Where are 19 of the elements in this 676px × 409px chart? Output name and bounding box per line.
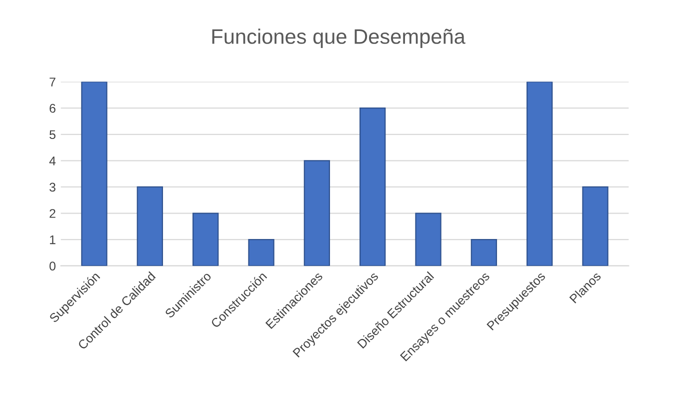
y-tick-label: 7 bbox=[50, 78, 56, 86]
chart-title: Funciones que Desempeña bbox=[212, 28, 466, 48]
bar bbox=[248, 239, 274, 266]
bar bbox=[582, 186, 608, 266]
y-tick-label: 4 bbox=[49, 156, 56, 166]
bar bbox=[304, 160, 330, 266]
bar bbox=[360, 108, 386, 266]
y-tick-label: 6 bbox=[50, 104, 56, 113]
bar bbox=[415, 212, 442, 266]
y-tick-label: 5 bbox=[50, 130, 56, 140]
bar bbox=[81, 82, 108, 266]
y-tick-label: 1 bbox=[50, 235, 56, 244]
bar bbox=[526, 82, 553, 266]
y-tick-label: 3 bbox=[50, 182, 56, 192]
bar bbox=[192, 212, 219, 266]
y-tick-label: 0 bbox=[50, 262, 56, 270]
bar bbox=[136, 186, 163, 266]
y-tick-label: 2 bbox=[50, 209, 56, 218]
bar bbox=[470, 239, 498, 266]
